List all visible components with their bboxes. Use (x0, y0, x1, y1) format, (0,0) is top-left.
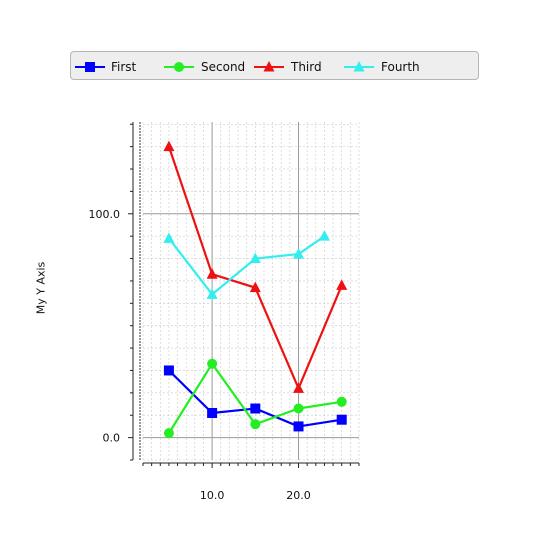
data-point-second (207, 358, 218, 369)
data-point-fourth (249, 252, 261, 264)
legend-swatch-second (164, 62, 194, 72)
data-point-first (250, 403, 261, 414)
data-point-third (249, 281, 261, 293)
series-first (163, 365, 347, 432)
legend-label-first: First (111, 60, 137, 74)
data-point-first (336, 414, 347, 425)
data-point-fourth (318, 230, 330, 241)
series-second (163, 358, 347, 439)
legend-swatch-first (75, 62, 105, 72)
x-tick-label: 20.0 (286, 489, 311, 502)
plot-area (163, 140, 348, 439)
legend-label-fourth: Fourth (381, 60, 420, 74)
series-fourth (163, 230, 330, 299)
axes (128, 122, 360, 468)
legend-item-second: Second (164, 52, 252, 81)
series-third (163, 140, 348, 393)
data-point-third (293, 382, 305, 393)
data-point-first (163, 365, 174, 376)
legend-item-first: First (75, 52, 163, 81)
data-point-first (207, 407, 218, 418)
data-point-third (206, 268, 218, 279)
x-tick-label: 10.0 (200, 489, 225, 502)
legend: First Second Third Fourth (70, 51, 479, 80)
data-point-first (293, 421, 304, 432)
legend-swatch-fourth (344, 61, 374, 72)
data-point-second (293, 403, 304, 414)
data-point-fourth (206, 288, 218, 299)
legend-swatch-marker (353, 61, 365, 72)
data-point-third (163, 140, 175, 152)
data-point-second (250, 419, 261, 430)
data-point-second (336, 396, 347, 407)
legend-label-second: Second (201, 60, 246, 74)
legend-swatch-third (254, 61, 284, 72)
legend-swatch-marker (263, 61, 275, 72)
y-tick-label: 100.0 (89, 208, 121, 221)
data-point-fourth (163, 232, 175, 243)
legend-label-third: Third (291, 60, 322, 74)
data-point-fourth (293, 248, 305, 259)
y-tick-label: 0.0 (103, 432, 121, 445)
legend-swatch-marker (85, 62, 95, 72)
data-point-second (163, 428, 174, 439)
legend-item-third: Third (254, 52, 342, 81)
legend-item-fourth: Fourth (344, 52, 432, 81)
data-point-third (336, 279, 348, 290)
legend-swatch-marker (174, 62, 184, 72)
